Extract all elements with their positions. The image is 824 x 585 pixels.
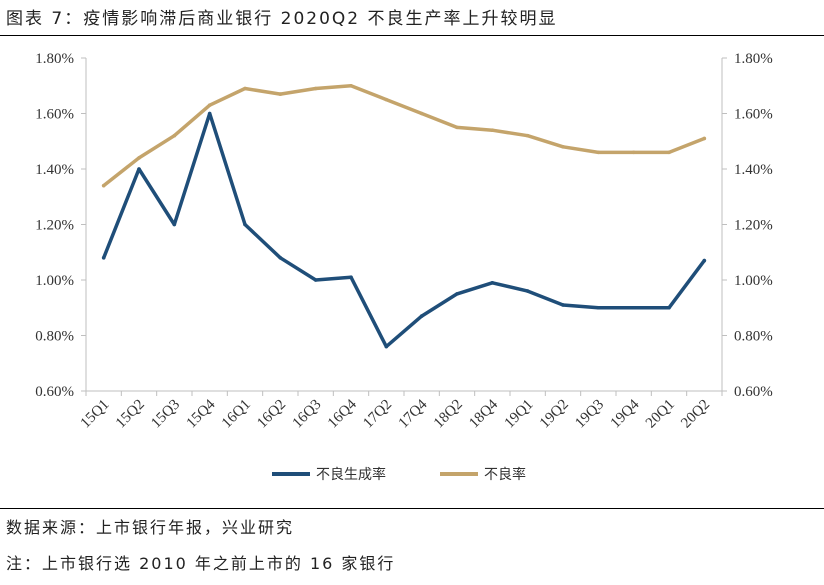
series-2-point — [596, 150, 601, 155]
series-1-point — [667, 305, 671, 310]
series-2-point — [384, 97, 389, 102]
x-tick-label: 20Q1 — [643, 397, 678, 432]
y-tick-label-right: 0.60% — [734, 384, 773, 400]
x-tick-label: 17Q4 — [396, 396, 431, 431]
series-2-point — [631, 150, 636, 155]
top-rule — [0, 35, 824, 36]
series-1-point — [349, 275, 353, 280]
y-tick-label-right: 1.80% — [734, 51, 773, 67]
series-2-point — [243, 86, 247, 91]
series-1-point — [137, 167, 141, 171]
x-tick-label: 18Q4 — [466, 396, 501, 431]
series-1-point — [278, 256, 283, 260]
series-2-point — [278, 92, 283, 96]
legend-label-2: 不良率 — [484, 466, 526, 483]
series-2-point — [101, 183, 106, 188]
y-tick-label-left: 1.80% — [35, 51, 74, 67]
series-1-point — [207, 111, 212, 116]
y-tick-label-right: 0.80% — [734, 329, 773, 345]
series-1-point — [561, 303, 565, 307]
x-tick-label: 16Q4 — [325, 396, 360, 431]
series-1-point — [455, 292, 459, 296]
y-tick-label-left: 1.60% — [35, 107, 74, 123]
x-tick-label: 15Q2 — [113, 397, 148, 432]
series-1-point — [243, 222, 247, 227]
series-line-2 — [101, 84, 707, 188]
y-tick-label-right: 1.40% — [734, 162, 773, 178]
x-tick-label: 19Q4 — [608, 396, 643, 431]
series-2-point — [207, 103, 212, 107]
x-tick-label: 19Q3 — [572, 397, 607, 432]
series-2-point — [561, 145, 565, 149]
x-tick-label: 20Q2 — [678, 397, 713, 432]
note-text: 注：上市银行选 2010 年之前上市的 16 家银行 — [6, 554, 396, 573]
x-tick-label: 16Q2 — [254, 397, 289, 432]
series-1-point — [101, 256, 106, 260]
series-1-point — [490, 280, 495, 285]
x-tick-label: 16Q1 — [219, 397, 254, 432]
x-tick-label: 15Q3 — [148, 397, 183, 432]
series-1-point — [702, 258, 707, 263]
figure-title: 图表 7：疫情影响滞后商业银行 2020Q2 不良生产率上升较明显 — [6, 9, 558, 29]
line-chart: 0.60% 0.80% 1.00% 1.20% 1.40% 1.60% 1.80% 0.60%… — [35, 51, 773, 483]
series-1-point — [525, 289, 530, 293]
series-1-point — [313, 278, 318, 282]
y-tick-label-right: 1.20% — [734, 218, 773, 234]
y-tick-label-left: 1.40% — [35, 162, 74, 178]
series-1-point — [631, 305, 636, 310]
x-tick-label: 17Q2 — [360, 397, 395, 432]
series-2-point — [667, 150, 671, 155]
series-2-point — [313, 86, 318, 91]
series-2-point — [455, 125, 459, 130]
x-tick-label: 19Q2 — [537, 397, 572, 432]
x-tick-label: 16Q3 — [290, 397, 325, 432]
legend-label-1: 不良生成率 — [316, 466, 386, 483]
x-tick-label: 19Q1 — [502, 397, 537, 432]
x-tick-label: 18Q2 — [431, 397, 466, 432]
series-2-point — [419, 111, 424, 116]
source-rule — [0, 508, 824, 509]
x-tick-label: 15Q4 — [184, 396, 219, 431]
source-text: 数据来源：上市银行年报，兴业研究 — [6, 518, 295, 537]
x-tick-label: 15Q1 — [78, 397, 113, 432]
y-tick-label-left: 1.00% — [35, 273, 74, 289]
series-1-point — [419, 314, 424, 318]
y-tick-label-left: 0.80% — [35, 329, 74, 345]
y-tick-label-left: 1.20% — [35, 218, 74, 234]
series-1-point — [172, 222, 177, 227]
y-tick-label-right: 1.60% — [734, 107, 773, 123]
y-tick-label-left: 0.60% — [35, 384, 74, 400]
series-2-point — [137, 156, 141, 160]
series-1-point — [596, 305, 601, 310]
series-2-point — [490, 128, 495, 132]
series-line-1 — [101, 111, 707, 349]
y-tick-label-right: 1.00% — [734, 273, 773, 289]
series-1-point — [384, 344, 389, 349]
series-2-point — [702, 136, 707, 141]
series-2-point — [172, 133, 177, 138]
series-2-point — [525, 133, 530, 138]
series-2-point — [349, 83, 353, 88]
